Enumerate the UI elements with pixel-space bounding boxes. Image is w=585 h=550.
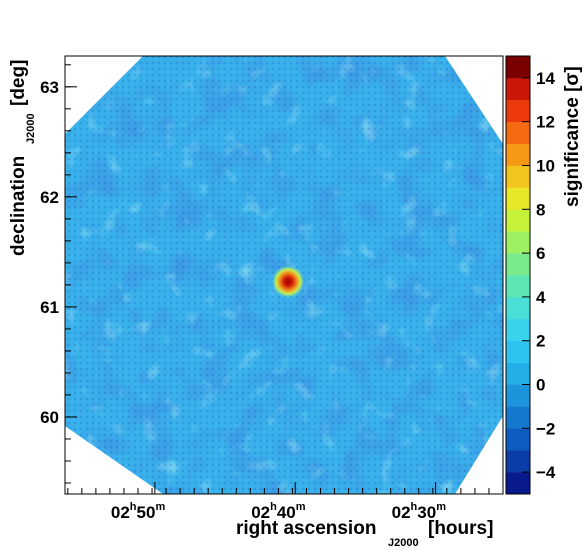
y-tick-label-3: 63: [40, 78, 59, 97]
colorbar-band-5: [506, 362, 530, 385]
colorbar: −4 −2 0 2 4 6 8 10 12 14: [505, 55, 556, 495]
colorbar-band-1: [506, 450, 530, 473]
source-hotspot: [271, 264, 306, 299]
colorbar-band-3: [506, 406, 530, 429]
colorbar-tick-label-3: 2: [536, 332, 545, 351]
x-tick-label-0: 02h50m: [111, 501, 166, 522]
sky-map: [65, 56, 503, 494]
colorbar-band-16: [506, 121, 530, 144]
colorbar-band-6: [506, 340, 530, 363]
colorbar-tick-label-5: 6: [536, 244, 545, 263]
colorbar-tick-label-8: 12: [536, 113, 555, 132]
colorbar-band-7: [506, 318, 530, 341]
x-axis-title-subscript: J2000: [388, 537, 419, 549]
colorbar-tick-label-6: 8: [536, 200, 545, 219]
colorbar-band-0: [506, 472, 530, 495]
colorbar-band-9: [506, 275, 530, 298]
x-tick-label-1: 02h40m: [251, 501, 306, 522]
colorbar-band-18: [506, 77, 530, 101]
colorbar-band-14: [506, 165, 530, 188]
colorbar-tick-label-1: −2: [536, 419, 555, 438]
colorbar-band-11: [506, 231, 530, 254]
y-axis: 60 61 62 63: [40, 64, 77, 484]
y-tick-label-0: 60: [40, 408, 59, 427]
x-tick-label-2: 02h30m: [392, 501, 447, 522]
colorbar-band-12: [506, 209, 530, 232]
colorbar-tick-label-4: 4: [536, 288, 546, 307]
colorbar-band-19: [506, 56, 530, 79]
colorbar-band-15: [506, 143, 530, 166]
x-axis-title: right ascension: [236, 518, 376, 539]
colorbar-band-2: [506, 428, 530, 451]
colorbar-band-4: [506, 384, 530, 407]
plot-frame: [64, 55, 504, 495]
x-axis: 02h50m 02h40m 02h30m: [67, 482, 504, 522]
y-axis-title: declination: [8, 156, 29, 256]
colorbar-frame: [505, 55, 531, 495]
colorbar-tick-label-2: 0: [536, 376, 545, 395]
y-axis-title-subscript: J2000: [25, 113, 37, 144]
y-tick-label-1: 61: [40, 298, 59, 317]
colorbar-tick-label-9: 14: [536, 69, 555, 88]
colorbar-band-10: [506, 253, 530, 276]
colorbar-tick-label-0: −4: [536, 463, 556, 482]
y-tick-label-2: 62: [40, 188, 59, 207]
colorbar-title: significance [σ]: [562, 66, 583, 207]
y-axis-title-unit: [deg]: [8, 60, 29, 106]
colorbar-band-8: [506, 296, 530, 320]
colorbar-tick-label-7: 10: [536, 157, 555, 176]
colorbar-band-13: [506, 187, 530, 210]
x-axis-title-unit: [hours]: [428, 518, 493, 539]
colorbar-band-17: [506, 99, 530, 122]
